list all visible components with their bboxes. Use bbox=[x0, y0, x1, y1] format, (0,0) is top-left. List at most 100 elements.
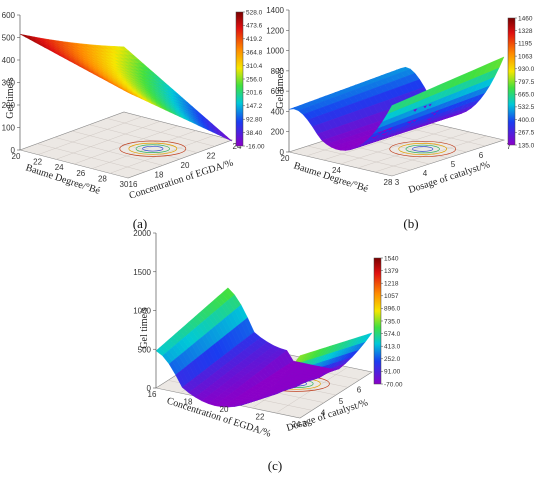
x-tick-label: 20 bbox=[220, 405, 229, 414]
y-tick-label: 16 bbox=[129, 180, 138, 189]
surface-cell bbox=[222, 134, 233, 142]
colorbar-tick-label: 665.0 bbox=[518, 92, 535, 99]
y-tick-label: 22 bbox=[207, 152, 216, 161]
x-tick-label: 26 bbox=[76, 169, 85, 178]
z-tick-label: 0 bbox=[147, 384, 152, 393]
panel-a-axes: 0 100 200 300 400 500 600 20 22 24 26 28 30 16 18 20 22 2… bbox=[2, 11, 242, 189]
y-tick-label: 5 bbox=[339, 397, 344, 406]
x-tick-label: 22 bbox=[256, 413, 265, 422]
panel-b-colorbar: 1460 1328 1195 1063 930.0 797.5 665.0 532.5 400.… bbox=[507, 15, 535, 149]
colorbar-scale bbox=[235, 11, 244, 147]
floor-contour bbox=[119, 140, 187, 157]
colorbar-tick-label: 1218 bbox=[384, 281, 399, 288]
floor-contour bbox=[142, 145, 164, 152]
z-tick-label: 1000 bbox=[133, 307, 151, 316]
colorbar-tick-label: -70.00 bbox=[384, 381, 403, 388]
colorbar-tick-label: 1063 bbox=[518, 53, 533, 60]
y-tick-label: 24 bbox=[233, 142, 242, 151]
panel-a-label: (a) bbox=[133, 216, 147, 231]
colorbar-tick-label: 252.0 bbox=[384, 356, 401, 363]
floor-contour bbox=[405, 144, 440, 154]
z-tick-label: 400 bbox=[2, 56, 16, 65]
colorbar-tick-label: 413.0 bbox=[384, 344, 401, 351]
z-tick-label: 1000 bbox=[266, 47, 284, 56]
x-tick-label: 30 bbox=[120, 180, 129, 189]
colorbar-tick-label: 473.6 bbox=[246, 23, 263, 30]
colorbar-tick-label: 797.5 bbox=[518, 79, 535, 86]
z-tick-label: 2000 bbox=[133, 229, 151, 238]
z-tick-label: 500 bbox=[2, 34, 16, 43]
colorbar-tick-label: 201.6 bbox=[246, 90, 263, 97]
colorbar-tick-label: 256.0 bbox=[246, 76, 263, 83]
z-tick-label: 200 bbox=[271, 128, 285, 137]
colorbar-tick-label: 1540 bbox=[384, 255, 399, 262]
floor-grid-line bbox=[106, 118, 215, 147]
x-tick-label: 18 bbox=[184, 398, 193, 407]
panel-b-floor bbox=[287, 115, 506, 177]
colorbar-tick-label: 92.80 bbox=[246, 117, 263, 124]
colorbar-scale bbox=[373, 257, 382, 385]
z-tick-label: 600 bbox=[271, 87, 285, 96]
colorbar-tick-label: 419.2 bbox=[246, 36, 263, 43]
floor-contour bbox=[412, 146, 434, 152]
colorbar-tick-label: 267.5 bbox=[518, 130, 535, 137]
z-tick-label: 400 bbox=[271, 107, 285, 116]
z-tick-label: 800 bbox=[271, 67, 285, 76]
y-tick-label: 7 bbox=[507, 142, 512, 151]
colorbar-tick-label: 735.0 bbox=[384, 318, 401, 325]
colorbar-tick-label: 147.2 bbox=[246, 103, 263, 110]
colorbar-tick-label: 38.40 bbox=[246, 130, 263, 137]
floor-contour bbox=[135, 144, 170, 153]
colorbar-tick-label: 1328 bbox=[518, 28, 533, 35]
colorbar-tick-label: 310.4 bbox=[246, 63, 263, 70]
y-tick-label: 3 bbox=[303, 420, 308, 429]
surface-cell bbox=[361, 332, 373, 344]
z-tick-label: 0 bbox=[280, 148, 285, 157]
panel-b-surface bbox=[288, 56, 505, 151]
panel-a-colorbar: 528.0 473.6 419.2 364.8 310.4 256.0 201.6 147.2… bbox=[235, 9, 265, 150]
panel-a-surface bbox=[19, 33, 233, 142]
colorbar-tick-label: 91.00 bbox=[384, 369, 401, 376]
panel-c-surface bbox=[155, 287, 373, 408]
colorbar-tick-label: 930.0 bbox=[518, 66, 535, 73]
colorbar-tick-label: 532.5 bbox=[518, 104, 535, 111]
surface-cell bbox=[493, 56, 505, 70]
z-tick-label: 1400 bbox=[266, 6, 284, 15]
panel-c-zlabel: Gel time/s bbox=[139, 307, 150, 348]
panel-c-axes: 0500100015002000161820222434567 bbox=[133, 229, 380, 429]
colorbar-tick-label: 1057 bbox=[384, 293, 399, 300]
panel-b-zlabel: Gel time/s bbox=[275, 67, 286, 108]
colorbar-tick-label: 574.0 bbox=[384, 331, 401, 338]
panel-c-label: (c) bbox=[268, 458, 282, 473]
colorbar-tick-label: 1195 bbox=[518, 41, 532, 48]
z-tick-label: 1500 bbox=[133, 268, 151, 277]
panel-b: 0 200 400 600 800 1000 1200 1400 20 24 28 3 4 5 6 7 Gel… bbox=[266, 6, 534, 231]
x-tick-label: 22 bbox=[33, 158, 42, 167]
colorbar-tick-label: -16.00 bbox=[246, 143, 265, 150]
x-tick-label: 24 bbox=[55, 163, 64, 172]
y-tick-label: 4 bbox=[321, 409, 326, 418]
x-tick-label: 24 bbox=[332, 166, 341, 175]
colorbar-tick-label: 896.0 bbox=[384, 306, 401, 313]
floor-contour bbox=[128, 142, 178, 155]
z-tick-label: 100 bbox=[2, 124, 16, 133]
y-tick-label: 18 bbox=[155, 171, 164, 180]
panel-c: 0500100015002000161820222434567 Gel time… bbox=[133, 229, 403, 473]
z-tick-label: 1200 bbox=[266, 26, 284, 35]
z-tick-label: 500 bbox=[138, 345, 152, 354]
z-tick-label: 0 bbox=[11, 146, 16, 155]
x-tick-label: 16 bbox=[148, 390, 157, 399]
colorbar-tick-label: 1460 bbox=[518, 15, 533, 22]
y-tick-label: 6 bbox=[479, 151, 484, 160]
colorbar-tick-label: 528.0 bbox=[246, 9, 263, 16]
y-tick-label: 3 bbox=[395, 178, 400, 187]
panel-a-zlabel: Gel time/s bbox=[5, 77, 16, 118]
panel-a: 0 100 200 300 400 500 600 20 22 24 26 28 30 16 18 20 22 2… bbox=[2, 9, 265, 231]
panel-b-axes: 0 200 400 600 800 1000 1200 1400 20 24 28 3 4 5 6 7 bbox=[266, 6, 512, 187]
x-tick-label: 28 bbox=[98, 174, 107, 183]
z-tick-label: 300 bbox=[2, 79, 16, 88]
colorbar-scale bbox=[507, 17, 516, 146]
floor-contour bbox=[398, 143, 448, 155]
x-tick-label: 28 bbox=[384, 178, 393, 187]
